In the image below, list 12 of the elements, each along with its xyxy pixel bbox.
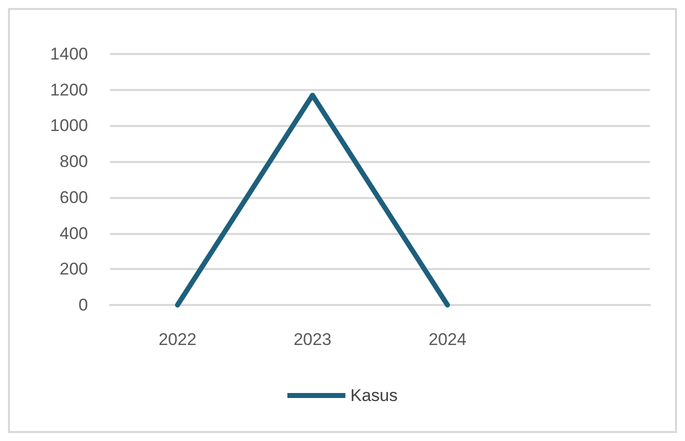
y-tick-label: 1200	[50, 80, 88, 100]
x-tick-label: 2023	[294, 330, 332, 349]
y-tick-label: 200	[60, 260, 88, 279]
x-tick-label: 2024	[428, 330, 466, 349]
y-tick-label: 600	[60, 188, 88, 207]
x-tick-label: 2022	[158, 330, 196, 349]
y-tick-label: 1400	[50, 44, 88, 64]
y-tick-label: 1000	[50, 116, 88, 136]
y-tick-label: 800	[60, 152, 88, 172]
y-tick-label: 0	[78, 296, 88, 314]
legend-label: Kasus	[350, 386, 398, 405]
y-tick-label: 400	[60, 224, 88, 243]
